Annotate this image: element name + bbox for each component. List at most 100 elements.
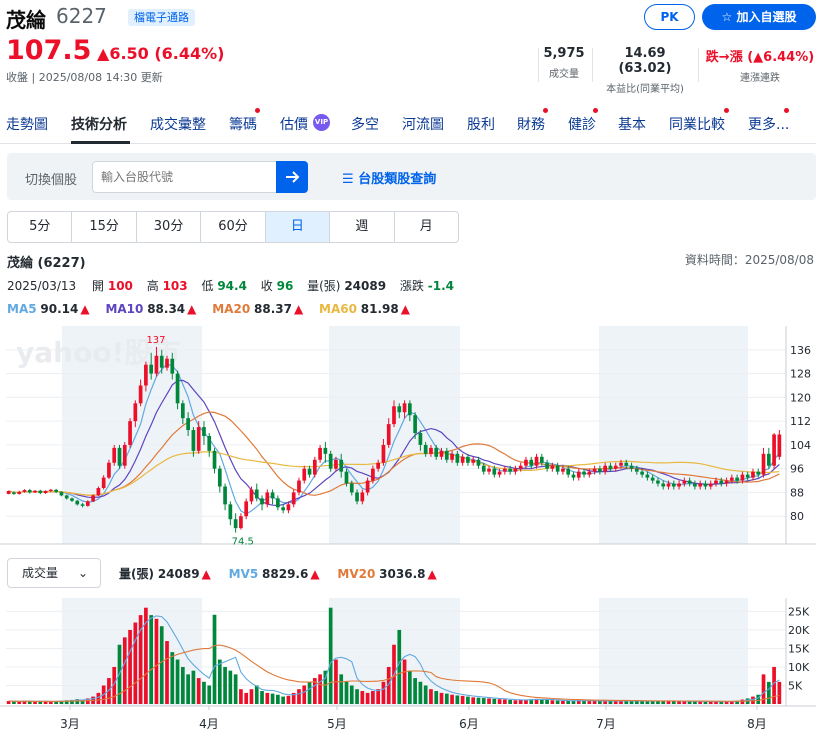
period-week[interactable]: 週: [330, 212, 395, 242]
candle-body: [207, 436, 212, 451]
category-search-link[interactable]: ☰ 台股類股查詢: [342, 168, 436, 187]
close-note: 收盤 | 2025/08/08 14:30 更新: [6, 71, 163, 84]
tab-dividend[interactable]: 股利: [467, 117, 495, 133]
volume-bar: [434, 691, 439, 704]
candle-body: [101, 477, 106, 488]
tab-peer-compare[interactable]: 同業比較: [669, 117, 725, 133]
volume-bar: [740, 699, 745, 704]
go-button[interactable]: [276, 161, 308, 193]
up-arrow-icon: ▲: [427, 567, 437, 581]
mv20-label: MV20: [337, 567, 376, 581]
switch-stock-label: 切換個股: [25, 173, 78, 188]
ma-line-ma60: [8, 451, 780, 496]
volume-chart[interactable]: 5K 10K 15K 20K 25K 3月 4月 5月 6月 7月 8月: [0, 596, 816, 742]
volume-bar: [650, 700, 655, 704]
up-arrow-icon: ▲: [310, 567, 320, 581]
tab-bull-bear[interactable]: 多空: [351, 117, 379, 133]
tab-river-chart[interactable]: 河流圖: [402, 117, 444, 133]
volume-legend: 量(張) 24089 ▲ MV5 8829.6 ▲ MV20 3036.8 ▲: [119, 565, 437, 582]
ma20-label: MA20: [212, 302, 251, 316]
volume-bar: [17, 701, 22, 704]
candle-body: [587, 471, 592, 475]
candle-body: [27, 490, 32, 493]
volume-bar: [476, 697, 481, 704]
tab-financial[interactable]: 財務: [517, 117, 545, 133]
tab-valuation[interactable]: 估價: [280, 117, 308, 133]
volume-bar: [481, 698, 486, 704]
volume-bar: [407, 670, 412, 704]
candle-body: [487, 468, 491, 472]
period-15min[interactable]: 15分: [72, 212, 137, 242]
volume-bar: [450, 694, 454, 704]
tab-health[interactable]: 健診: [568, 117, 596, 133]
candle-body: [534, 456, 539, 466]
candle-body: [407, 403, 412, 416]
indicator-select[interactable]: 成交量 ⌄: [7, 558, 101, 588]
tab-trade-summary[interactable]: 成交彙整: [150, 117, 206, 133]
volume-bar: [640, 701, 644, 704]
candle-body: [318, 447, 322, 460]
close-label: 收: [260, 279, 273, 293]
candle-body: [260, 498, 264, 505]
candle-body: [323, 447, 328, 454]
candle-body: [43, 490, 48, 494]
candle-body: [17, 491, 22, 494]
volume-bar: [12, 701, 16, 704]
pk-button[interactable]: PK: [644, 4, 695, 30]
add-to-watchlist-button[interactable]: ☆ 加入自選股: [702, 4, 816, 30]
ma-line-ma5: [8, 363, 780, 515]
period-60min[interactable]: 60分: [201, 212, 266, 242]
candle-body: [671, 483, 676, 487]
max-price-label: 137: [146, 335, 165, 346]
volume-bar: [128, 629, 132, 704]
ma-line-ma20: [8, 411, 780, 496]
period-month[interactable]: 月: [419, 219, 433, 234]
volume-bar: [619, 700, 623, 704]
candle-body: [756, 471, 761, 475]
tab-technical[interactable]: 技術分析: [71, 117, 127, 133]
volume-bar: [239, 689, 243, 704]
candle-body: [202, 427, 206, 436]
tab-chips[interactable]: 籌碼: [229, 117, 257, 133]
tabs-divider: [0, 143, 816, 144]
candle-body: [180, 403, 185, 419]
candle-body: [12, 492, 16, 494]
volume-bar: [555, 700, 560, 704]
volume-bar: [708, 701, 713, 704]
candle-body: [429, 447, 433, 454]
volume-bar: [207, 685, 212, 704]
volume-bar: [328, 607, 333, 704]
candle-body: [708, 483, 713, 487]
volume-bar: [318, 674, 322, 704]
candle-body: [33, 490, 37, 493]
vol-label: 量(張): [307, 279, 341, 293]
stock-code-input[interactable]: [92, 161, 277, 193]
candle-body: [450, 453, 454, 460]
sector-tag[interactable]: 檔電子通路: [128, 9, 195, 26]
period-day[interactable]: 日: [265, 212, 331, 242]
candle-body: [766, 453, 771, 466]
tab-more[interactable]: 更多...: [748, 117, 790, 133]
ma5-label: MA5: [7, 302, 37, 316]
price-chart[interactable]: yahoo!股市 80 88 96 104 112 120 128 136 137 74.5: [0, 318, 816, 548]
volume-bar: [180, 666, 185, 704]
tab-basic[interactable]: 基本: [618, 117, 646, 133]
period-5min[interactable]: 5分: [8, 212, 73, 242]
candle-body: [666, 483, 671, 487]
period-30min[interactable]: 30分: [137, 212, 202, 242]
candle-body: [444, 450, 449, 460]
candle-body: [492, 468, 497, 475]
price-tick-label: 136: [790, 344, 811, 357]
volume-bar: [777, 681, 782, 704]
mv5-value: 8829.6: [262, 567, 309, 581]
volume-bar: [656, 700, 660, 704]
stat-divider: [538, 48, 539, 82]
candle-body: [656, 480, 660, 484]
candle-body: [608, 465, 613, 469]
candle-body: [571, 474, 576, 478]
volume-bar: [260, 691, 264, 704]
tab-trend[interactable]: 走勢圖: [6, 117, 48, 133]
stat-pe: 14.69 (63.02) 本益比(同業平均): [596, 46, 694, 95]
volume-bar: [196, 678, 201, 704]
volume-bar: [719, 701, 724, 704]
